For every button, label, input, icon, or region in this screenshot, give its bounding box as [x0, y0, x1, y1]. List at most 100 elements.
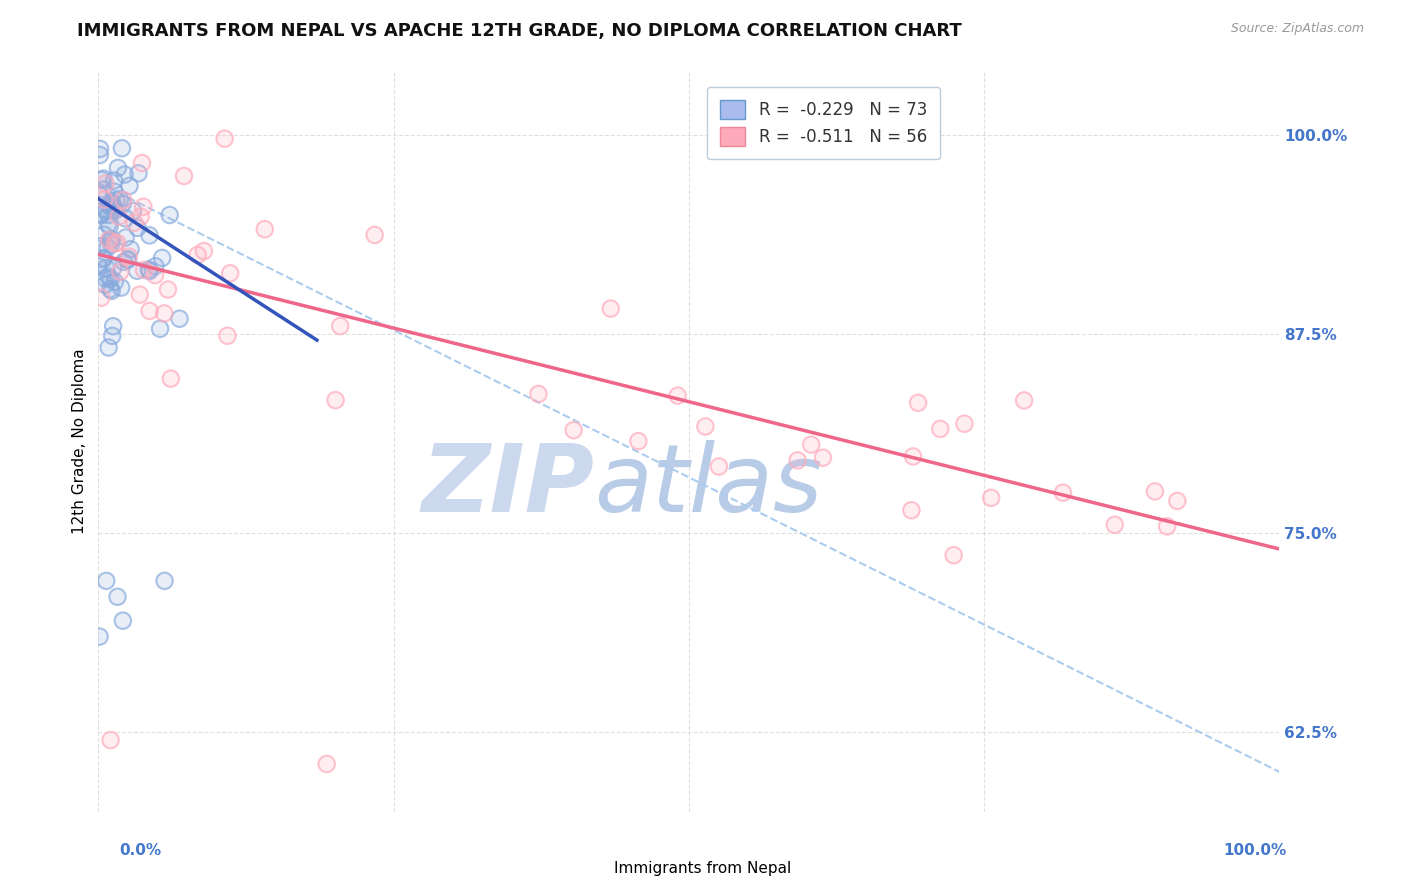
- Point: [173, 169, 195, 183]
- Point: [214, 131, 236, 145]
- Point: [127, 220, 149, 235]
- Point: [120, 242, 142, 256]
- Point: [1052, 485, 1074, 500]
- Point: [1166, 494, 1188, 508]
- Point: [187, 248, 209, 262]
- Point: [1166, 494, 1188, 508]
- Point: [193, 244, 215, 259]
- Point: [104, 275, 127, 289]
- Point: [138, 264, 160, 278]
- Point: [953, 417, 976, 431]
- Point: [93, 171, 115, 186]
- Point: [115, 252, 138, 267]
- Point: [627, 434, 650, 449]
- Point: [98, 199, 121, 213]
- Point: [89, 148, 111, 162]
- Point: [129, 210, 152, 224]
- Point: [128, 166, 150, 180]
- Point: [159, 208, 181, 222]
- Point: [169, 311, 191, 326]
- Point: [627, 434, 650, 449]
- Point: [97, 208, 120, 222]
- Point: [114, 230, 136, 244]
- Point: [138, 264, 160, 278]
- Point: [98, 233, 121, 247]
- Point: [94, 271, 117, 285]
- Point: [93, 251, 115, 265]
- Point: [159, 371, 181, 385]
- Point: [93, 193, 115, 207]
- Point: [1143, 484, 1166, 499]
- Point: [127, 220, 149, 235]
- Point: [329, 319, 352, 334]
- Point: [901, 450, 924, 464]
- Point: [127, 264, 149, 278]
- Point: [122, 204, 145, 219]
- Point: [100, 237, 122, 252]
- Point: [118, 250, 141, 264]
- Point: [94, 203, 117, 218]
- Point: [800, 437, 823, 451]
- Point: [89, 239, 111, 253]
- Point: [101, 319, 124, 334]
- Point: [1012, 393, 1035, 408]
- Point: [118, 178, 141, 193]
- Point: [111, 197, 134, 211]
- Point: [93, 171, 115, 186]
- Point: [87, 260, 110, 274]
- Point: [100, 194, 122, 209]
- Point: [1012, 393, 1035, 408]
- Point: [980, 491, 1002, 505]
- Point: [156, 283, 179, 297]
- Point: [138, 228, 160, 243]
- Point: [107, 161, 129, 175]
- Point: [89, 142, 111, 156]
- Point: [87, 187, 110, 202]
- Point: [103, 185, 125, 199]
- Point: [98, 282, 121, 296]
- Point: [89, 239, 111, 253]
- Point: [104, 275, 127, 289]
- Point: [929, 422, 952, 436]
- Point: [173, 169, 195, 183]
- Point: [187, 248, 209, 262]
- Point: [93, 227, 115, 242]
- Point: [907, 396, 929, 410]
- Point: [93, 193, 115, 207]
- Point: [129, 210, 152, 224]
- Point: [100, 200, 122, 214]
- Point: [132, 200, 155, 214]
- Point: [96, 261, 118, 276]
- Point: [97, 218, 120, 232]
- Point: [105, 235, 128, 250]
- Point: [153, 306, 176, 320]
- Y-axis label: 12th Grade, No Diploma: 12th Grade, No Diploma: [72, 349, 87, 534]
- Point: [100, 194, 122, 209]
- Point: [89, 207, 111, 221]
- Point: [100, 733, 122, 747]
- Point: [94, 277, 117, 292]
- Point: [1156, 519, 1178, 533]
- Point: [786, 453, 808, 467]
- Legend: R =  -0.229   N = 73, R =  -0.511   N = 56: R = -0.229 N = 73, R = -0.511 N = 56: [707, 87, 941, 160]
- Point: [96, 574, 118, 588]
- Point: [98, 233, 121, 247]
- Point: [811, 450, 834, 465]
- Point: [127, 264, 149, 278]
- Point: [695, 419, 717, 434]
- Point: [96, 202, 118, 217]
- Text: 0.0%: 0.0%: [120, 843, 162, 858]
- Point: [117, 252, 139, 267]
- Point: [101, 232, 124, 246]
- Point: [101, 329, 124, 343]
- Point: [104, 236, 127, 251]
- Point: [169, 311, 191, 326]
- Point: [901, 450, 924, 464]
- Point: [666, 388, 689, 402]
- Point: [100, 237, 122, 252]
- Point: [89, 142, 111, 156]
- Point: [114, 168, 136, 182]
- Point: [107, 210, 129, 224]
- Point: [98, 233, 121, 247]
- Point: [101, 232, 124, 246]
